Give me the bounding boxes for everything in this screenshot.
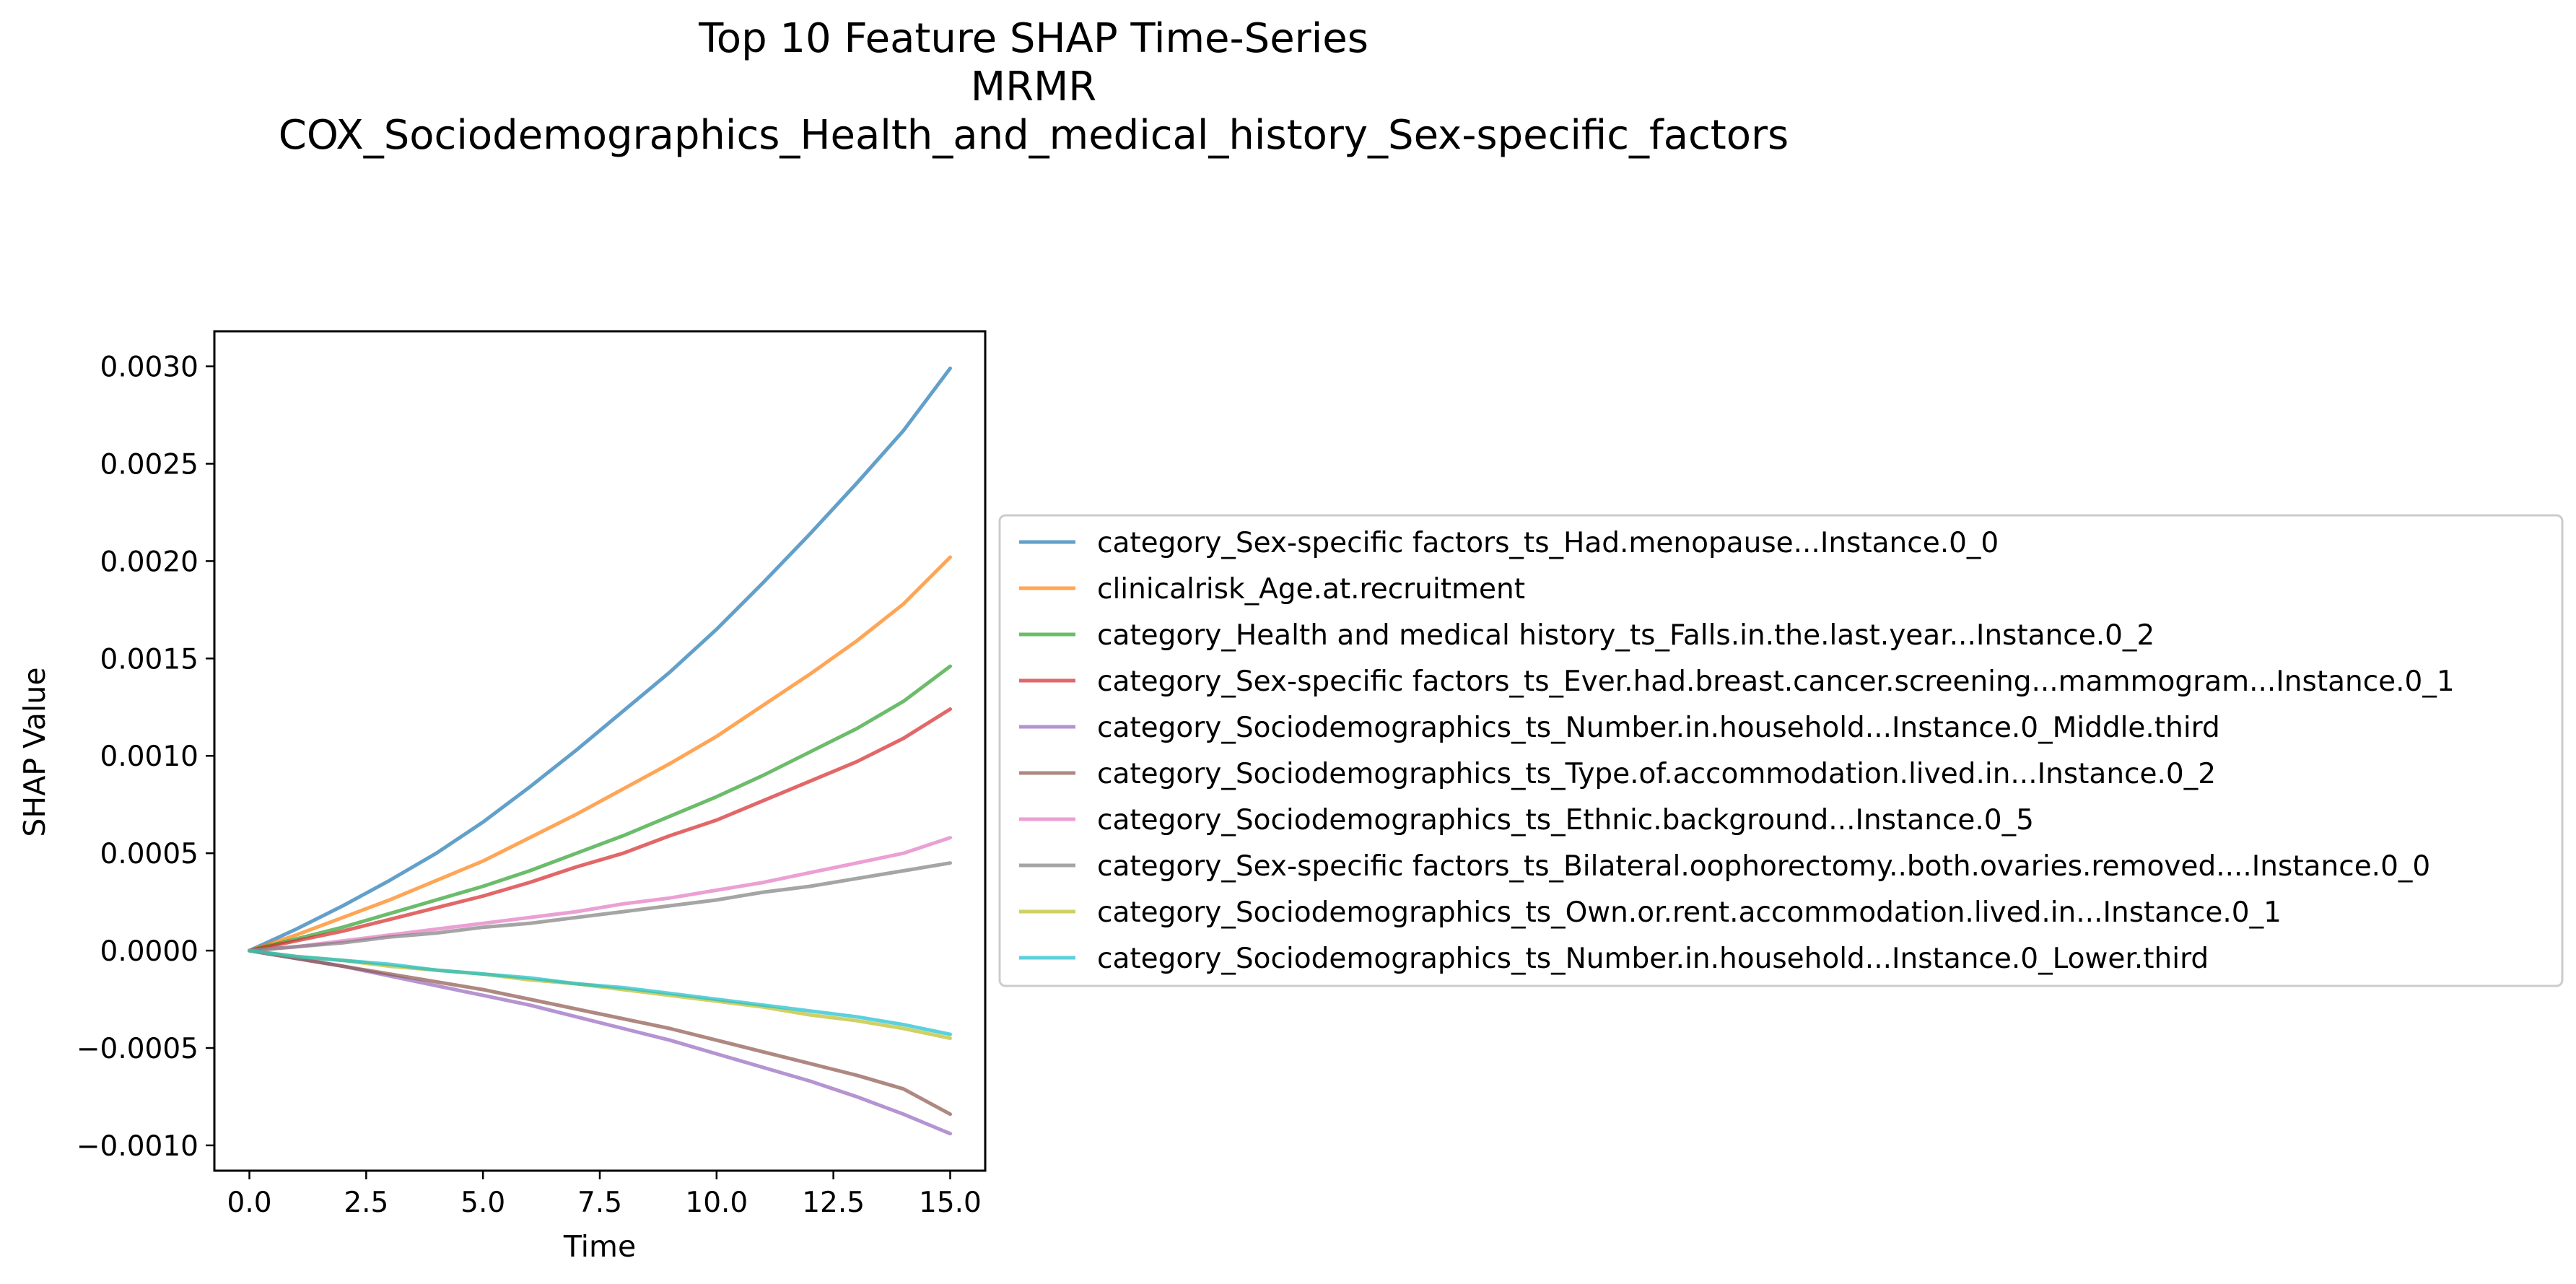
y-axis-label: SHAP Value [17, 667, 52, 837]
legend-label: category_Sociodemographics_ts_Number.in.… [1097, 943, 2209, 975]
y-tick-label: 0.0020 [100, 546, 198, 578]
series-line-8 [248, 861, 952, 953]
y-axis: 0.0030 0.0025 0.0020 0.0015 0.0010 0.0005 0.00… [77, 351, 214, 1163]
legend-label: category_Sex-specific factors_ts_Ever.ha… [1097, 665, 2455, 698]
chart-title-line-1: Top 10 Feature SHAP Time-Series [698, 15, 1368, 62]
series-line-7 [248, 836, 952, 953]
chart-title: Top 10 Feature SHAP Time-Series MRMR COX… [279, 15, 1789, 159]
series-line-2 [248, 555, 952, 953]
y-tick-label: 0.0025 [100, 448, 198, 481]
series-line-3 [248, 664, 952, 953]
legend-frame [998, 514, 2564, 987]
series-line-1 [248, 366, 952, 953]
y-tick-label: 0.0030 [100, 351, 198, 384]
legend-label: clinicalrisk_Age.at.recruitment [1097, 573, 1525, 606]
legend-item: category_Sociodemographics_ts_Number.in.… [1019, 943, 2209, 975]
x-tick-label: 15.0 [919, 1187, 982, 1219]
legend-item: category_Sociodemographics_ts_Own.or.ren… [1019, 896, 2282, 929]
x-tick-label: 10.0 [685, 1187, 748, 1219]
legend-label: category_Health and medical history_ts_F… [1097, 619, 2154, 652]
legend-item: clinicalrisk_Age.at.recruitment [1019, 573, 1525, 606]
legend-item: category_Sex-specific factors_ts_Had.men… [1019, 527, 1999, 559]
x-tick-label: 7.5 [577, 1187, 622, 1219]
x-tick-label: 5.0 [460, 1187, 505, 1219]
chart-title-line-2: MRMR [971, 64, 1096, 110]
y-tick-label: 0.0005 [100, 838, 198, 870]
y-tick-label: −0.0010 [77, 1130, 198, 1163]
legend-label: category_Sociodemographics_ts_Ethnic.bac… [1097, 804, 2034, 837]
series-lines [248, 366, 952, 1136]
legend-item: category_Sex-specific factors_ts_Bilater… [1019, 850, 2430, 883]
y-tick-label: −0.0005 [77, 1033, 198, 1065]
legend-item: category_Health and medical history_ts_F… [1019, 619, 2154, 652]
legend-item: category_Sociodemographics_ts_Ethnic.bac… [1019, 804, 2034, 837]
series-line-5 [248, 948, 952, 1136]
legend-label: category_Sex-specific factors_ts_Had.men… [1097, 527, 1999, 559]
legend-item: category_Sociodemographics_ts_Number.in.… [1019, 712, 2220, 744]
x-axis: 0.0 2.5 5.0 7.5 10.0 12.5 15.0 [227, 1171, 982, 1219]
legend-label: category_Sex-specific factors_ts_Bilater… [1097, 850, 2430, 883]
y-tick-label: 0.0015 [100, 643, 198, 676]
legend-item: category_Sociodemographics_ts_Type.of.ac… [1019, 758, 2216, 790]
legend-label: category_Sociodemographics_ts_Type.of.ac… [1097, 758, 2216, 790]
plot-area [213, 330, 987, 1172]
series-line-10 [248, 948, 952, 1036]
series-line-6 [248, 948, 952, 1117]
series-line-9 [248, 948, 952, 1040]
y-tick-label: 0.0000 [100, 935, 198, 968]
legend-label: category_Sociodemographics_ts_Own.or.ren… [1097, 896, 2282, 929]
x-tick-label: 12.5 [802, 1187, 865, 1219]
x-tick-label: 0.0 [227, 1187, 272, 1219]
series-line-4 [248, 707, 952, 953]
x-tick-label: 2.5 [344, 1187, 388, 1219]
plot-frame [213, 330, 987, 1172]
legend-label: category_Sociodemographics_ts_Number.in.… [1097, 712, 2220, 744]
chart-title-line-3: COX_Sociodemographics_Health_and_medical… [279, 112, 1789, 159]
legend-item: category_Sex-specific factors_ts_Ever.ha… [1019, 665, 2455, 698]
x-axis-label: Time [563, 1229, 636, 1264]
y-tick-label: 0.0010 [100, 741, 198, 773]
legend: category_Sex-specific factors_ts_Had.men… [998, 514, 2564, 987]
